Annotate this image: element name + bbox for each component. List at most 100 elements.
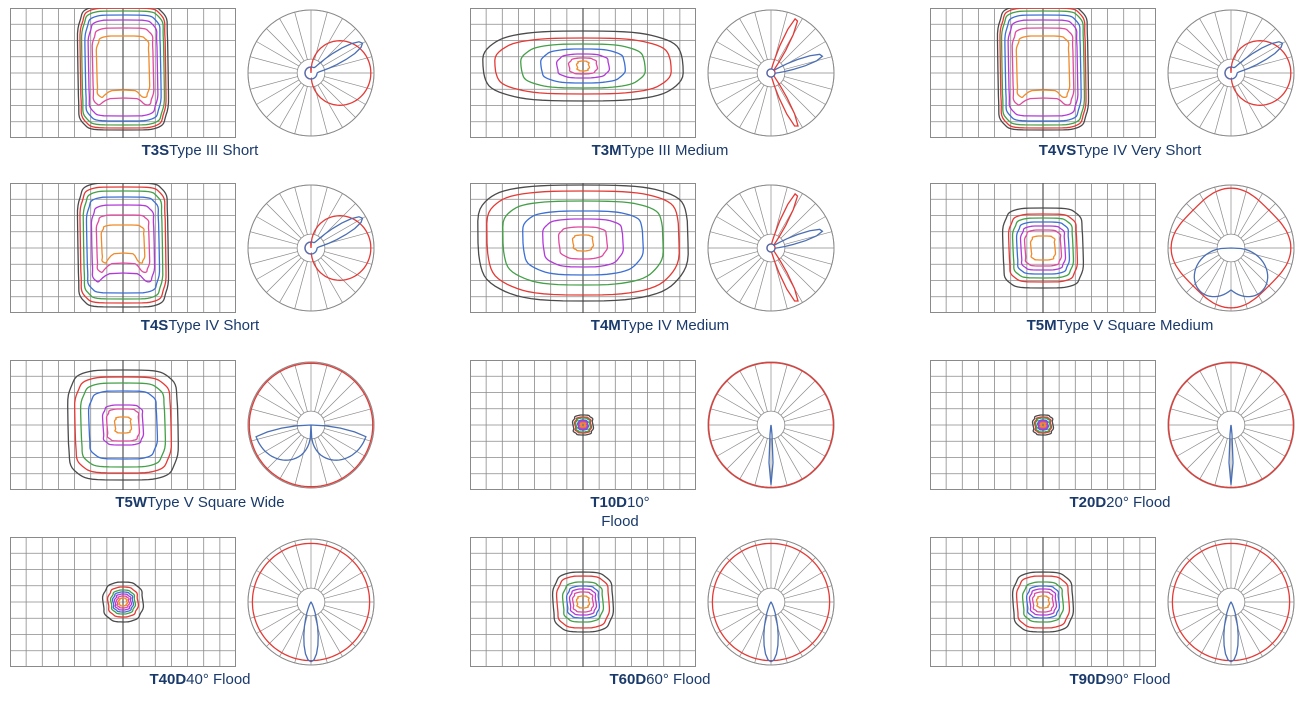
pattern-caption: T4VSType IV Very Short: [1038, 142, 1202, 159]
polar-curves: [1170, 187, 1292, 309]
isolux-diagram: [930, 8, 1156, 138]
isolux-contours: [67, 369, 179, 481]
isolux-contour-line: [74, 376, 172, 474]
isolux-contour-line: [82, 190, 164, 300]
isolux-contour-line: [76, 8, 170, 131]
candela-curve: [1167, 361, 1295, 489]
isolux-contour-line: [76, 183, 170, 308]
isolux-contour-line: [575, 595, 591, 609]
isolux-contours: [1031, 414, 1055, 436]
isolux-contour-line: [106, 586, 140, 618]
pattern-card-t3m: T3MType III Medium: [460, 0, 892, 173]
pattern-caption: T10D10° Flood: [590, 494, 650, 530]
polar-curves: [248, 362, 374, 488]
polar-curves: [304, 215, 372, 281]
isolux-contour-line: [575, 60, 591, 72]
candela-curve: [766, 228, 824, 253]
isolux-contour-line: [1011, 217, 1075, 279]
isolux-contour-line: [565, 585, 601, 619]
isolux-contour-line: [1035, 595, 1051, 609]
isolux-contour-line: [1001, 207, 1085, 289]
isolux-contour-line: [502, 200, 664, 286]
isolux-grid: [470, 360, 696, 490]
polar-candela-diagram: [707, 9, 835, 137]
isolux-diagram: [10, 183, 236, 313]
polar-candela-diagram: [247, 184, 375, 312]
polar-curves: [766, 192, 824, 302]
isolux-contour-line: [1034, 417, 1052, 433]
polar-grid: [707, 9, 835, 137]
isolux-contour-line: [522, 210, 644, 276]
isolux-contour-line: [540, 48, 626, 84]
isolux-contour-line: [557, 226, 609, 260]
candela-curve: [768, 424, 774, 485]
polar-curves: [304, 40, 372, 106]
isolux-contour-line: [551, 571, 615, 633]
pattern-card-t90d: T90D90° Flood: [920, 529, 1303, 702]
isolux-contour-line: [996, 8, 1090, 131]
isolux-contour-line: [115, 595, 131, 609]
isolux-diagram: [930, 360, 1156, 490]
polar-candela-diagram: [707, 184, 835, 312]
isolux-contour-line: [520, 43, 646, 89]
candela-curve: [1223, 601, 1239, 663]
isolux-contours: [76, 8, 170, 131]
polar-candela-diagram: [247, 361, 375, 489]
isolux-diagram: [10, 8, 236, 138]
isolux-contour-line: [477, 184, 689, 302]
isolux-diagram: [470, 183, 696, 313]
pattern-caption: T3SType III Short: [141, 142, 259, 159]
pattern-card-t4vs: T4VSType IV Very Short: [920, 0, 1303, 173]
isolux-contour-line: [1019, 225, 1067, 271]
isolux-diagram: [930, 537, 1156, 667]
isolux-contour-line: [571, 234, 595, 252]
candela-curve: [251, 542, 371, 662]
isolux-contour-line: [1031, 591, 1055, 613]
isolux-grid: [470, 537, 696, 667]
isolux-contour-line: [1004, 14, 1082, 122]
isolux-contour-line: [1025, 585, 1061, 619]
isolux-contour-line: [105, 408, 141, 442]
isolux-contour-line: [567, 57, 599, 75]
isolux-grid: [10, 360, 236, 490]
isolux-contours: [996, 8, 1090, 131]
isolux-contour-line: [578, 421, 588, 429]
pattern-caption: T3MType III Medium: [591, 142, 729, 159]
isolux-grid: [470, 183, 696, 313]
isolux-contour-line: [109, 589, 137, 615]
isolux-grid: [930, 537, 1156, 667]
pattern-card-t60d: T60D60° Flood: [460, 529, 892, 702]
pattern-card-t5m: T5MType V Square Medium: [920, 175, 1303, 348]
isolux-contour-line: [79, 382, 167, 468]
isolux-contour-line: [67, 369, 179, 481]
isolux-contour-line: [95, 214, 151, 274]
isolux-contour-line: [1007, 19, 1079, 117]
isolux-contour-line: [79, 8, 167, 129]
polar-curves: [707, 361, 835, 489]
polar-candela-diagram: [1167, 538, 1295, 666]
isolux-contour-line: [561, 581, 605, 623]
pattern-caption: T4MType IV Medium: [590, 317, 730, 334]
pattern-caption: T5WType V Square Wide: [115, 494, 285, 511]
isolux-contour-line: [95, 35, 151, 99]
isolux-diagram: [470, 537, 696, 667]
isolux-contour-line: [1029, 235, 1057, 261]
isolux-diagram: [930, 183, 1156, 313]
candela-curve: [766, 53, 824, 78]
candela-curve: [763, 601, 779, 663]
isolux-contour-line: [1000, 10, 1086, 126]
pattern-card-t40d: T40D40° Flood: [0, 529, 432, 702]
pattern-card-t4m: T4MType IV Medium: [460, 175, 892, 348]
isolux-contour-line: [1007, 213, 1079, 283]
isolux-contours: [76, 183, 170, 308]
isolux-contour-line: [87, 19, 159, 117]
isolux-contour-line: [113, 593, 133, 611]
isolux-diagram: [10, 537, 236, 667]
isolux-contours: [1011, 571, 1075, 633]
candela-curve: [248, 362, 374, 488]
pattern-caption: T20D20° Flood: [1069, 494, 1171, 511]
polar-candela-diagram: [1167, 361, 1295, 489]
isolux-contour-line: [1031, 414, 1055, 436]
pattern-card-t20d: T20D20° Flood: [920, 352, 1303, 525]
polar-curves: [1171, 542, 1291, 663]
